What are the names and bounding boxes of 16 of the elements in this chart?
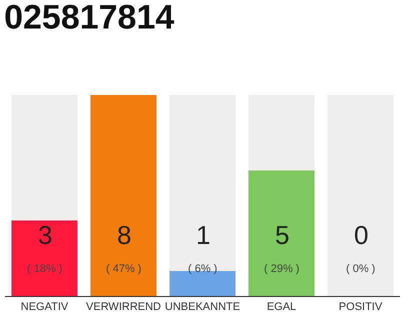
text: 8 ( 47% ): [106, 220, 142, 275]
x-tick-label: VERWIRREND: [86, 301, 162, 314]
chart-title: 025817814: [4, 0, 174, 37]
bar: [248, 95, 314, 170]
bar: [248, 170, 314, 296]
bar: [90, 95, 156, 296]
x-tick-label: EGAL: [266, 301, 296, 314]
bar: [12, 95, 78, 221]
bar: [12, 220, 78, 296]
x-tick-label: UNBEKANNTE: [164, 301, 240, 314]
text: 5 ( 29% ): [264, 220, 300, 275]
text: 0 ( 0% ): [346, 220, 376, 275]
x-tick-label: POSITIV: [338, 301, 383, 314]
bar: [328, 95, 394, 296]
x-tick-label: NEGATIV: [20, 301, 69, 314]
text: 3 ( 18% ): [27, 220, 62, 275]
